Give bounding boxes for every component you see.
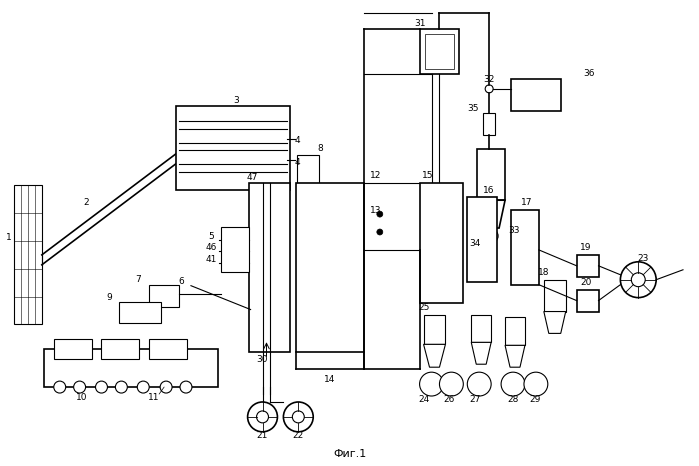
Polygon shape — [424, 344, 445, 367]
Circle shape — [160, 381, 172, 393]
Text: 18: 18 — [538, 268, 549, 277]
Text: 13: 13 — [370, 206, 382, 215]
Bar — [419, 29, 459, 74]
Text: 24: 24 — [418, 395, 429, 404]
Text: 41: 41 — [205, 255, 217, 264]
Circle shape — [440, 372, 463, 396]
Bar — [101, 339, 139, 359]
Text: 11: 11 — [148, 392, 160, 402]
Bar — [44, 350, 218, 387]
Bar — [149, 339, 187, 359]
Text: 30: 30 — [257, 355, 268, 364]
Circle shape — [377, 229, 383, 235]
Text: 3: 3 — [233, 96, 238, 105]
Text: 14: 14 — [324, 375, 336, 384]
Bar — [511, 210, 539, 285]
Polygon shape — [477, 200, 505, 228]
Bar — [54, 339, 92, 359]
Bar — [249, 183, 290, 352]
Circle shape — [292, 411, 304, 423]
Bar — [297, 156, 319, 183]
Text: 9: 9 — [106, 293, 113, 302]
Circle shape — [377, 211, 383, 217]
Circle shape — [524, 372, 548, 396]
Text: 34: 34 — [470, 240, 481, 248]
Text: 20: 20 — [580, 278, 591, 287]
Text: 47: 47 — [247, 173, 258, 182]
Circle shape — [485, 85, 493, 93]
Text: 10: 10 — [76, 392, 87, 402]
Text: 26: 26 — [444, 395, 455, 404]
Text: 5: 5 — [208, 233, 214, 241]
Bar — [176, 106, 290, 190]
Text: 27: 27 — [470, 395, 481, 404]
Bar — [471, 315, 491, 343]
Text: 8: 8 — [317, 144, 323, 153]
Text: 22: 22 — [293, 432, 304, 440]
Circle shape — [419, 372, 443, 396]
Circle shape — [484, 229, 498, 243]
Text: 23: 23 — [637, 254, 649, 263]
Circle shape — [468, 372, 491, 396]
Bar — [505, 317, 525, 345]
Circle shape — [73, 381, 85, 393]
Text: 32: 32 — [484, 75, 495, 84]
Circle shape — [137, 381, 149, 393]
Bar — [544, 280, 565, 312]
Circle shape — [257, 411, 268, 423]
Text: 2: 2 — [84, 198, 89, 207]
Bar — [419, 183, 463, 302]
Circle shape — [54, 381, 66, 393]
Text: 15: 15 — [421, 171, 433, 180]
Text: 4: 4 — [294, 158, 300, 167]
Circle shape — [501, 372, 525, 396]
Text: 29: 29 — [529, 395, 540, 404]
Text: 21: 21 — [257, 432, 268, 440]
Circle shape — [180, 381, 192, 393]
Bar — [577, 255, 598, 277]
Bar — [577, 290, 598, 312]
Bar — [120, 302, 161, 323]
Bar — [483, 113, 495, 135]
Text: 33: 33 — [508, 226, 520, 234]
Text: 1: 1 — [6, 233, 12, 242]
Bar — [149, 285, 179, 307]
Circle shape — [631, 273, 645, 287]
Bar — [468, 197, 497, 282]
Polygon shape — [544, 312, 565, 333]
Bar — [14, 185, 42, 324]
Text: 7: 7 — [136, 275, 141, 284]
Circle shape — [247, 402, 278, 432]
Text: 25: 25 — [418, 303, 429, 312]
Text: 17: 17 — [521, 198, 533, 207]
Text: 46: 46 — [205, 243, 217, 253]
Text: 31: 31 — [414, 19, 425, 28]
Text: 16: 16 — [484, 186, 495, 195]
Text: 6: 6 — [178, 277, 184, 286]
Text: 28: 28 — [507, 395, 519, 404]
Text: 35: 35 — [468, 104, 479, 113]
Text: 4: 4 — [294, 136, 300, 145]
Text: 19: 19 — [580, 243, 591, 253]
Bar — [511, 79, 561, 111]
Text: 36: 36 — [583, 69, 594, 78]
Text: 12: 12 — [370, 171, 382, 180]
Text: Фиг.1: Фиг.1 — [333, 449, 366, 459]
Bar — [424, 34, 454, 69]
Circle shape — [621, 262, 656, 298]
Bar — [477, 149, 505, 200]
Bar — [221, 227, 249, 272]
Circle shape — [283, 402, 313, 432]
Bar — [424, 315, 445, 344]
Circle shape — [96, 381, 108, 393]
Bar — [296, 183, 364, 352]
Circle shape — [115, 381, 127, 393]
Polygon shape — [471, 343, 491, 364]
Polygon shape — [505, 345, 525, 367]
